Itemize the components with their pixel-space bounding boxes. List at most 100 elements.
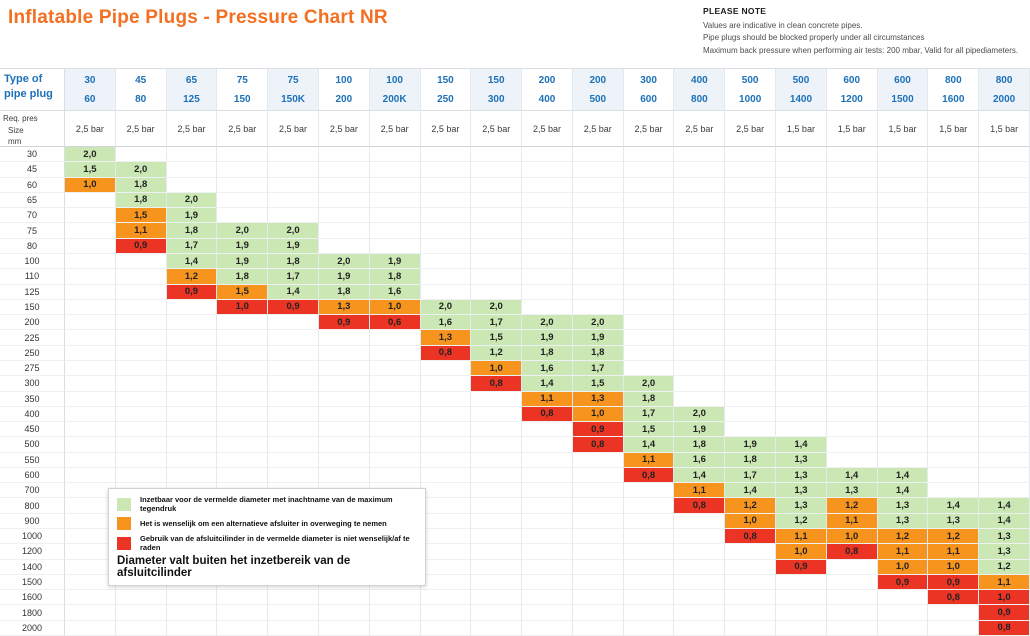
pressure-cell (268, 467, 319, 484)
pressure-cell: 1,7 (725, 467, 777, 484)
pressure-cell (115, 376, 167, 392)
pressure-cell (369, 345, 421, 361)
pressure-cell (623, 483, 675, 499)
pressure-cell: 1,2 (928, 529, 980, 545)
pressure-cell (674, 574, 726, 591)
pressure-cell: 1,2 (471, 345, 523, 361)
pressure-cell (420, 452, 472, 468)
pressure-cell (623, 162, 675, 178)
pressure-cell (572, 452, 624, 468)
pressure-cell (369, 467, 421, 484)
pressure-cell (318, 238, 370, 254)
pressure-cell: 1,0 (928, 559, 980, 575)
pressure-cell (522, 620, 573, 636)
pressure-cell (979, 284, 1030, 300)
pressure-cell (623, 360, 675, 377)
pressure-cell: 1,0 (572, 406, 624, 423)
pressure-cell: 1,3 (979, 544, 1030, 560)
pressure-cell (776, 391, 827, 407)
pressure-cell (572, 284, 624, 300)
pressure-cell (877, 590, 929, 606)
pressure-cell (877, 177, 929, 193)
pressure-cell (420, 223, 472, 239)
pressure-cell (877, 620, 929, 636)
pressure-cell (674, 513, 726, 530)
pressure-cell (725, 269, 777, 285)
plug-label-bottom: 80 (135, 94, 147, 105)
pressure-cell (115, 467, 167, 484)
pressure-cell (877, 360, 929, 377)
pressure-cell: 2,0 (115, 162, 167, 178)
pressure-cell (268, 345, 319, 361)
legend-label-not-advised: Gebruik van de afsluitcilinder in de ver… (140, 534, 410, 552)
column-header-30-60: 30 60 (65, 69, 116, 111)
pressure-cell (268, 620, 319, 636)
pressure-cell (674, 208, 726, 224)
pressure-cell (928, 406, 980, 423)
pressure-cell: 1,3 (776, 452, 827, 468)
pressure-cell (674, 147, 726, 163)
pressure-cell (572, 253, 624, 270)
pressure-cell (725, 330, 777, 346)
pressure-cell (522, 284, 573, 300)
pressure-cell (776, 162, 827, 178)
pressure-cell (877, 452, 929, 468)
pressure-cell (725, 208, 777, 224)
pressure-cell: 1,1 (928, 544, 980, 560)
required-pressure-value: 1,5 bar (776, 111, 827, 147)
size-row-label: 500 (0, 437, 65, 453)
pressure-cell: 1,9 (522, 330, 573, 346)
pressure-cell (522, 483, 573, 499)
pressure-cell (420, 284, 472, 300)
pressure-cell: 1,9 (166, 208, 218, 224)
pressure-cell (725, 376, 777, 392)
pressure-cell (522, 590, 573, 606)
pressure-cell: 0,9 (776, 559, 827, 575)
pressure-cell: 1,8 (623, 391, 675, 407)
pressure-cell (877, 406, 929, 423)
pressure-cell (674, 360, 726, 377)
pressure-cell (928, 192, 980, 209)
pressure-cell (420, 529, 472, 545)
pressure-cell (826, 360, 878, 377)
pressure-cell: 0,9 (268, 299, 319, 316)
plug-label-bottom: 1200 (840, 94, 863, 105)
pressure-cell (725, 360, 777, 377)
pressure-cell: 1,9 (674, 422, 726, 438)
legend: Inzetbaar voor de vermelde diameter met … (108, 488, 426, 586)
pressure-cell (471, 391, 523, 407)
pressure-cell (522, 498, 573, 514)
pressure-cell (826, 162, 878, 178)
pressure-cell (522, 192, 573, 209)
required-pressure-value: 1,5 bar (928, 111, 980, 147)
pressure-cell (318, 330, 370, 346)
pressure-table: Type of pipe plug 30 60 45 80 65 125 75 150 75 150… (0, 68, 1030, 636)
column-header-600-1500: 600 1500 (877, 69, 929, 111)
pressure-cell (115, 452, 167, 468)
pressure-cell (674, 238, 726, 254)
pressure-cell: 1,8 (268, 253, 319, 270)
pressure-cell (420, 376, 472, 392)
pressure-cell: 2,0 (420, 299, 472, 316)
pressure-cell: 1,9 (318, 269, 370, 285)
plug-label-top: 800 (944, 75, 962, 86)
pressure-cell (877, 223, 929, 239)
size-unit-label: Size (8, 125, 24, 135)
legend-label-out-of-range: Diameter valt buiten het inzetbereik van… (117, 555, 351, 579)
pressure-cell (65, 391, 116, 407)
pressure-cell (826, 330, 878, 346)
pressure-cell (268, 422, 319, 438)
pressure-cell (623, 147, 675, 163)
pressure-cell (318, 437, 370, 453)
pressure-cell (826, 284, 878, 300)
pressure-cell: 0,9 (928, 574, 980, 591)
pressure-cell (725, 299, 777, 316)
pressure-cell (318, 422, 370, 438)
required-pressure-value: 2,5 bar (115, 111, 167, 147)
plug-label-bottom: 250 (437, 94, 454, 105)
pressure-cell (217, 391, 269, 407)
size-row-label: 400 (0, 406, 65, 423)
pressure-cell (522, 299, 573, 316)
pressure-cell (623, 284, 675, 300)
column-header-200-400: 200 400 (522, 69, 573, 111)
